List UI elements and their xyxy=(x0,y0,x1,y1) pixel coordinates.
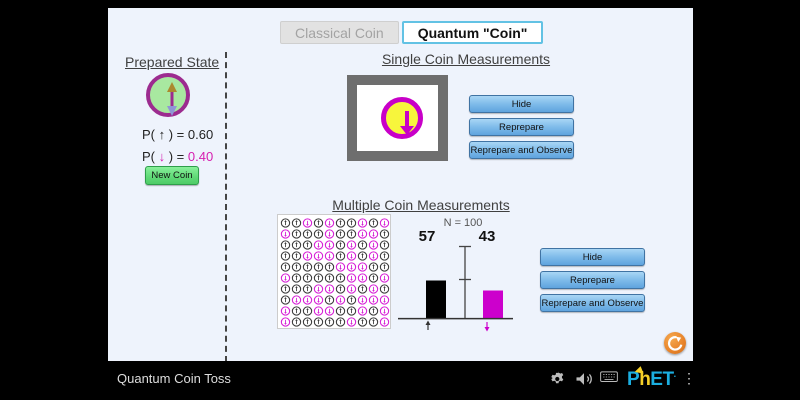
svg-text:43: 43 xyxy=(479,228,496,245)
svg-text:57: 57 xyxy=(419,228,436,245)
